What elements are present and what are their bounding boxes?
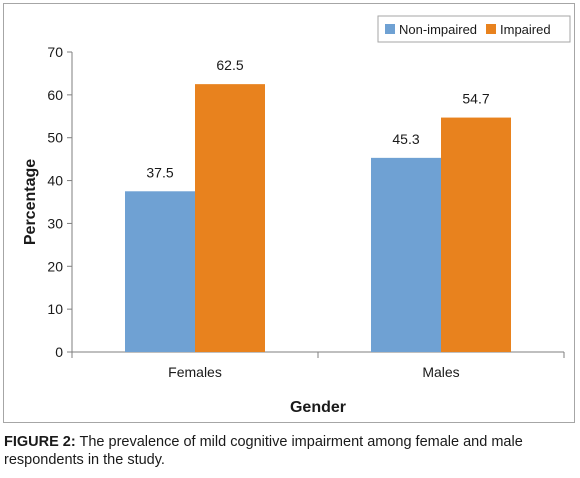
bar-non-impaired <box>125 191 195 352</box>
x-tick-label: Females <box>168 364 222 380</box>
y-tick-label: 40 <box>47 173 63 189</box>
y-tick-label: 10 <box>47 301 63 317</box>
y-tick-label: 50 <box>47 130 63 146</box>
data-label: 37.5 <box>146 164 173 180</box>
data-label: 54.7 <box>462 91 489 107</box>
bar-impaired <box>441 117 511 352</box>
chart-frame: 0 10 20 30 40 50 60 70 37.5 62.5 Females 45.3 54.7 Ma… <box>3 3 575 423</box>
y-tick-label: 0 <box>55 344 63 360</box>
x-tick-label: Males <box>422 364 459 380</box>
legend-label: Non-impaired <box>399 22 477 37</box>
y-tick-label: 60 <box>47 87 63 103</box>
figure-caption: FIGURE 2: The prevalence of mild cogniti… <box>4 433 576 469</box>
x-axis-title: Gender <box>290 399 346 416</box>
bar-impaired <box>195 84 265 353</box>
legend-label: Impaired <box>500 22 551 37</box>
y-tick-label: 70 <box>47 44 63 60</box>
bar-non-impaired <box>371 157 441 352</box>
legend-swatch <box>385 24 395 34</box>
y-axis-title: Percentage <box>22 159 39 245</box>
bar-chart: 0 10 20 30 40 50 60 70 37.5 62.5 Females 45.3 54.7 Ma… <box>22 15 571 416</box>
caption-text: The prevalence of mild cognitive impairm… <box>4 434 523 468</box>
y-tick-label: 20 <box>47 258 63 274</box>
legend-swatch <box>486 24 496 34</box>
y-tick-label: 30 <box>47 215 63 231</box>
data-label: 62.5 <box>216 57 243 73</box>
data-label: 45.3 <box>392 131 419 147</box>
caption-label: FIGURE 2: <box>4 434 76 450</box>
legend-box <box>377 15 571 43</box>
